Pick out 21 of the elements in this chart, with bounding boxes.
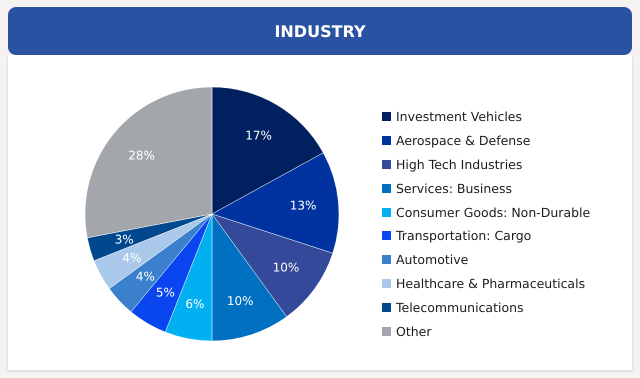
chart-title: INDUSTRY (8, 7, 632, 55)
data-label: 5% (156, 286, 175, 300)
legend-label: Healthcare & Pharmaceuticals (396, 276, 586, 291)
legend-label: High Tech Industries (396, 156, 522, 172)
data-label: 3% (114, 232, 134, 247)
data-label: 13% (290, 198, 316, 212)
legend-label: Investment Vehicles (396, 109, 522, 124)
legend-label: Transportation: Cargo (396, 228, 532, 244)
legend-label: Automotive (396, 252, 468, 268)
data-label: 6% (185, 296, 204, 311)
legend-label: Other (396, 324, 432, 339)
legend-label: Telecommunications (396, 300, 524, 315)
legend-label: Aerospace & Defense (396, 133, 530, 148)
data-label: 10% (226, 294, 254, 308)
data-label: 4% (122, 251, 142, 266)
data-label: 17% (245, 128, 272, 142)
legend-label: Consumer Goods: Non-Durable (396, 204, 590, 220)
legend-label: Services: Business (396, 180, 512, 196)
data-label: 28% (128, 148, 155, 163)
data-label: 10% (272, 260, 300, 275)
data-label: 4% (136, 270, 155, 284)
